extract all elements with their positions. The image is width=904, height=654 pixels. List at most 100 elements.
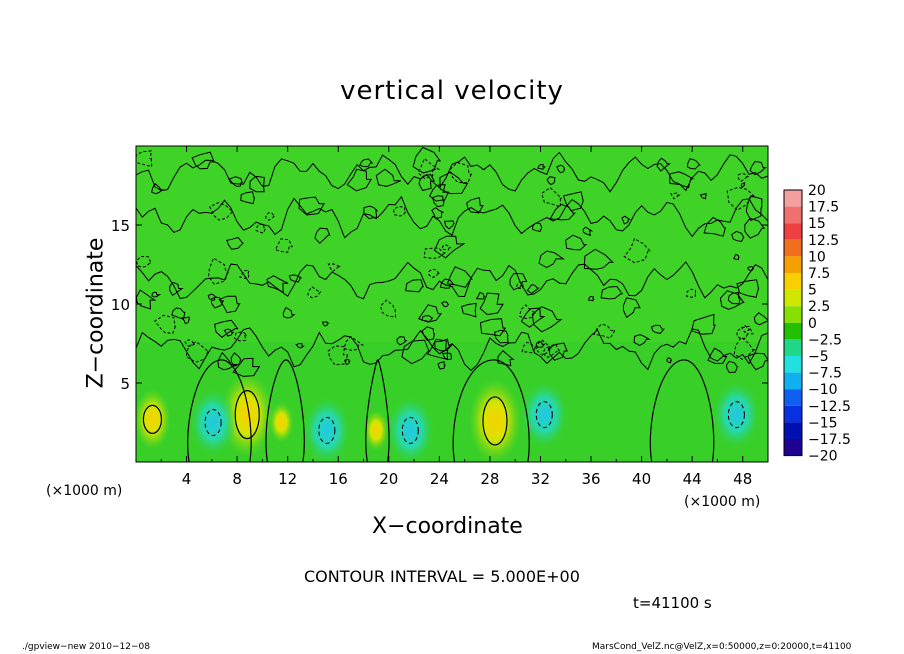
- noise-contour: [443, 220, 455, 230]
- y-tick-label-1: 10: [111, 296, 130, 314]
- noise-contour: [622, 297, 641, 319]
- noise-contour: [431, 206, 444, 219]
- contour-band-2: [136, 195, 768, 239]
- colorbar-frame: [783, 189, 803, 457]
- noise-contour: [429, 184, 450, 202]
- noise-contour: [154, 314, 177, 334]
- colorbar-swatch-6: [784, 289, 802, 307]
- noise-contour: [255, 223, 266, 234]
- noise-contour: [726, 186, 756, 211]
- downdraft-contour-1: [318, 416, 336, 444]
- updraft-blob-0: [136, 389, 171, 450]
- colorbar-label-11: −7.5: [808, 366, 842, 382]
- noise-contour: [346, 168, 372, 192]
- noise-contour: [497, 349, 515, 367]
- noise-contour: [327, 263, 342, 273]
- noise-contour: [417, 304, 443, 323]
- noise-contour: [441, 244, 452, 251]
- colorbar-label-7: 2.5: [808, 299, 830, 315]
- downdraft-contour-0: [204, 409, 222, 436]
- contour-band-1: [136, 261, 768, 300]
- colorbar-label-6: 5: [808, 283, 817, 299]
- noise-contour: [749, 160, 767, 176]
- noise-contour: [210, 296, 225, 309]
- colorbar-label-2: 15: [808, 216, 826, 232]
- noise-contour: [298, 196, 325, 216]
- colorbar-swatch-3: [784, 239, 802, 257]
- noise-contour: [536, 339, 553, 357]
- noise-contour: [171, 307, 186, 320]
- noise-contour: [546, 176, 556, 185]
- noise-contour: [733, 336, 756, 360]
- noise-contour: [565, 234, 588, 251]
- noise-contour: [666, 357, 673, 364]
- noise-contour: [440, 301, 450, 308]
- noise-contour: [670, 192, 681, 200]
- time-label: t=41100 s: [633, 594, 712, 612]
- colorbar-swatch-7: [784, 306, 802, 323]
- noise-contour: [633, 334, 651, 346]
- colorbar-swatch-4: [784, 256, 802, 273]
- noise-contour: [538, 250, 565, 269]
- noise-contour: [621, 215, 632, 225]
- colorbar-swatch-8: [784, 322, 802, 340]
- noise-contour: [295, 343, 306, 349]
- noise-contour: [623, 237, 651, 264]
- noise-contour: [359, 158, 374, 168]
- noise-contour: [184, 339, 197, 347]
- noise-contour: [230, 352, 242, 367]
- downdraft-blob-1: [302, 396, 351, 462]
- noise-contour: [479, 292, 504, 316]
- noise-contour: [136, 255, 152, 268]
- colorbar-label-4: 10: [808, 249, 826, 265]
- noise-contour: [707, 347, 728, 365]
- colorbar-label-12: −10: [808, 382, 838, 398]
- updraft-blob-2: [468, 378, 521, 462]
- noise-contour: [401, 339, 430, 365]
- noise-contour: [191, 151, 215, 170]
- colorbar-swatch-15: [784, 439, 802, 456]
- x-axis-label: X−coordinate: [372, 514, 523, 539]
- noise-contour: [669, 171, 695, 189]
- downdraft-blob-2: [386, 396, 435, 462]
- noise-contour: [375, 168, 402, 187]
- noise-contour: [745, 195, 763, 222]
- noise-contour: [439, 171, 469, 195]
- x-tick-label-9: 40: [632, 470, 651, 488]
- noise-contour: [214, 319, 239, 338]
- footer-left-text: ./gpview−new 2010−12−08: [22, 642, 150, 652]
- noise-contour: [151, 182, 164, 195]
- noise-contour: [321, 321, 330, 327]
- footer-right-text: MarsCond_VelZ.nc@VelZ,x=0:50000,z=0:2000…: [592, 642, 852, 652]
- updraft-blob-3: [364, 410, 389, 451]
- colorbar-swatch-13: [784, 405, 802, 423]
- colorbar-label-10: −5: [808, 349, 829, 365]
- noise-contour: [449, 161, 473, 184]
- noise-contour: [412, 146, 442, 174]
- noise-contour: [233, 331, 249, 342]
- contour-band-3: [136, 151, 768, 193]
- noise-contour: [466, 196, 484, 214]
- colorbar-label-0: 20: [808, 183, 826, 199]
- noise-contour: [731, 230, 745, 242]
- downdraft-contour-4: [727, 401, 745, 429]
- x-unit-label-left: (×1000 m): [46, 483, 123, 499]
- noise-contour: [650, 324, 666, 334]
- colorbar-swatch-0: [784, 190, 802, 207]
- downdraft-blob-3: [520, 380, 569, 449]
- zero-contour-4: [649, 359, 715, 462]
- downdraft-blob-0: [189, 388, 238, 457]
- noise-contour: [207, 257, 229, 285]
- colorbar-label-16: −20: [808, 449, 838, 465]
- noise-contour: [421, 326, 436, 341]
- noise-contour: [519, 304, 537, 320]
- noise-contour: [380, 299, 397, 318]
- noise-contour: [744, 217, 766, 239]
- noise-contour: [180, 316, 190, 325]
- noise-contour: [240, 191, 256, 205]
- y-tick-label-2: 15: [111, 217, 130, 235]
- noise-contour: [442, 352, 453, 361]
- noise-contour: [719, 290, 745, 310]
- x-unit-label-right: (×1000 m): [684, 494, 761, 510]
- noise-contour: [393, 205, 407, 217]
